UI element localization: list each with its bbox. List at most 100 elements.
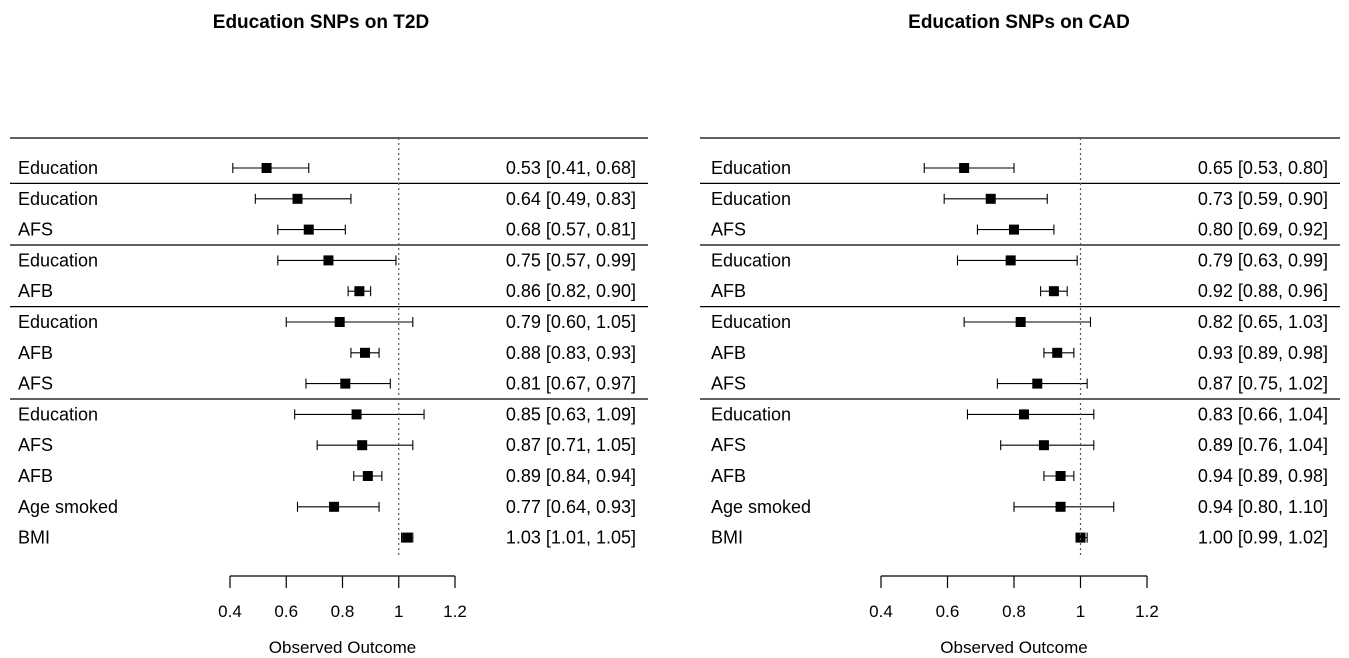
x-tick-label: 0.8	[331, 602, 355, 621]
x-tick-label: 0.6	[274, 602, 298, 621]
point-estimate	[303, 224, 314, 235]
estimate-text: 0.53 [0.41, 0.68]	[506, 158, 636, 178]
x-tick-label: 1	[394, 602, 403, 621]
row-label: AFB	[711, 343, 746, 363]
point-estimate	[354, 286, 365, 297]
row-label: AFB	[711, 281, 746, 301]
row-label: Education	[18, 250, 98, 270]
point-estimate	[1055, 501, 1066, 512]
forest-row: AFS 0.87 [0.71, 1.05]	[18, 435, 636, 455]
row-label: Education	[18, 404, 98, 424]
forest-row: Education 0.75 [0.57, 0.99]	[18, 250, 636, 270]
forest-row: Education 0.79 [0.60, 1.05]	[18, 312, 636, 332]
point-estimate	[362, 471, 373, 481]
row-label: Education	[711, 404, 791, 424]
row-label: AFB	[18, 466, 53, 486]
point-estimate	[1075, 532, 1086, 543]
point-estimate	[357, 440, 368, 451]
row-label: Education	[18, 189, 98, 209]
estimate-text: 0.73 [0.59, 0.90]	[1198, 189, 1328, 209]
row-label: BMI	[18, 528, 50, 548]
forest-panel-1: Education SNPs on T2D Education 0.53 [0.41…	[10, 12, 648, 657]
row-label: AFB	[18, 343, 53, 363]
estimate-text: 0.81 [0.67, 0.97]	[506, 374, 636, 394]
forest-row: AFB 0.86 [0.82, 0.90]	[18, 281, 636, 301]
point-estimate	[959, 163, 970, 173]
estimate-text: 0.94 [0.80, 1.10]	[1198, 497, 1328, 517]
point-estimate	[1005, 255, 1016, 266]
estimate-text: 0.86 [0.82, 0.90]	[506, 281, 636, 301]
forest-row: AFB 0.94 [0.89, 0.98]	[711, 466, 1328, 486]
forest-row: Education 0.53 [0.41, 0.68]	[18, 158, 636, 178]
row-label: AFB	[711, 466, 746, 486]
point-estimate	[1055, 471, 1066, 481]
point-estimate	[1052, 347, 1063, 358]
estimate-text: 0.88 [0.83, 0.93]	[506, 343, 636, 363]
estimate-text: 0.68 [0.57, 0.81]	[506, 220, 636, 240]
panel-title: Education SNPs on CAD	[908, 12, 1130, 33]
row-label: Age smoked	[18, 497, 118, 517]
forest-row: AFB 0.89 [0.84, 0.94]	[18, 466, 636, 486]
point-estimate	[1018, 409, 1029, 420]
forest-row: AFS 0.87 [0.75, 1.02]	[711, 374, 1328, 394]
estimate-text: 0.65 [0.53, 0.80]	[1198, 158, 1328, 178]
estimate-text: 0.80 [0.69, 0.92]	[1198, 220, 1328, 240]
row-label: AFS	[18, 435, 53, 455]
point-estimate	[1032, 378, 1043, 389]
estimate-text: 0.94 [0.89, 0.98]	[1198, 466, 1328, 486]
estimate-text: 0.87 [0.75, 1.02]	[1198, 374, 1328, 394]
forest-row: BMI 1.00 [0.99, 1.02]	[711, 528, 1328, 548]
estimate-text: 1.03 [1.01, 1.05]	[506, 528, 636, 548]
forest-row: AFB 0.93 [0.89, 0.98]	[711, 343, 1328, 363]
estimate-text: 0.79 [0.60, 1.05]	[506, 312, 636, 332]
x-tick-label: 1.2	[443, 602, 467, 621]
row-label: Education	[711, 250, 791, 270]
forest-row: AFB 0.92 [0.88, 0.96]	[711, 281, 1328, 301]
estimate-text: 0.87 [0.71, 1.05]	[506, 435, 636, 455]
forest-row: Education 0.73 [0.59, 0.90]	[711, 189, 1328, 209]
estimate-text: 0.77 [0.64, 0.93]	[506, 497, 636, 517]
point-estimate	[292, 193, 303, 204]
x-tick-label: 0.4	[869, 602, 893, 621]
estimate-text: 0.89 [0.76, 1.04]	[1198, 435, 1328, 455]
x-tick-label: 0.6	[936, 602, 960, 621]
x-tick-label: 1.2	[1135, 602, 1159, 621]
row-label: AFS	[711, 435, 746, 455]
forest-panel-2: Education SNPs on CAD Education 0.65 [0.53…	[700, 12, 1340, 657]
row-label: Age smoked	[711, 497, 811, 517]
forest-row: AFB 0.88 [0.83, 0.93]	[18, 343, 636, 363]
point-estimate	[329, 501, 340, 512]
estimate-text: 0.83 [0.66, 1.04]	[1198, 404, 1328, 424]
forest-row: AFS 0.81 [0.67, 0.97]	[18, 374, 636, 394]
row-label: AFS	[711, 374, 746, 394]
forest-row: Education 0.65 [0.53, 0.80]	[711, 158, 1328, 178]
point-estimate	[340, 378, 351, 389]
estimate-text: 0.79 [0.63, 0.99]	[1198, 250, 1328, 270]
x-axis-label: Observed Outcome	[940, 638, 1087, 657]
point-estimate	[334, 317, 345, 327]
x-tick-label: 0.4	[218, 602, 242, 621]
forest-row: Age smoked 0.77 [0.64, 0.93]	[18, 497, 636, 517]
row-label: AFS	[18, 220, 53, 240]
forest-row: AFS 0.68 [0.57, 0.81]	[18, 220, 636, 240]
forest-row: Education 0.64 [0.49, 0.83]	[18, 189, 636, 209]
forest-row: Education 0.83 [0.66, 1.04]	[711, 404, 1328, 424]
point-estimate	[351, 409, 362, 420]
forest-row: BMI 1.03 [1.01, 1.05]	[18, 528, 636, 548]
point-estimate	[323, 255, 334, 266]
point-estimate	[1009, 224, 1019, 235]
forest-row: AFS 0.89 [0.76, 1.04]	[711, 435, 1328, 455]
point-estimate	[261, 163, 272, 173]
estimate-text: 0.75 [0.57, 0.99]	[506, 250, 636, 270]
point-estimate	[985, 193, 996, 204]
x-tick-label: 1	[1076, 602, 1085, 621]
point-estimate	[402, 532, 413, 543]
point-estimate	[1038, 440, 1049, 451]
row-label: Education	[711, 158, 791, 178]
estimate-text: 0.85 [0.63, 1.09]	[506, 404, 636, 424]
row-label: AFB	[18, 281, 53, 301]
x-axis-label: Observed Outcome	[269, 638, 416, 657]
panel-title: Education SNPs on T2D	[213, 12, 429, 33]
